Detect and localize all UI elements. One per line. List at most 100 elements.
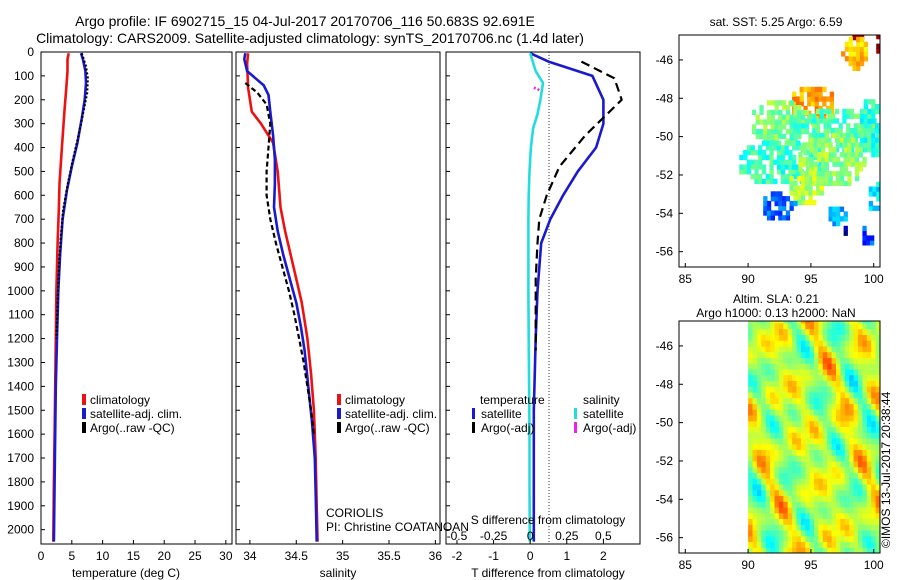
sla-cell [853,363,859,370]
sst-cell [739,154,744,161]
sst-cell [773,159,778,165]
sla-cell [858,518,863,525]
sst-cell [846,132,851,139]
sla-cell [831,438,837,445]
sla-cell [770,432,775,439]
sla-cell [787,386,793,393]
sla-cell [796,380,802,387]
legend-temp-satellite-swatch [472,408,475,419]
sst-cell [857,132,862,139]
sla-cell [792,403,797,410]
sst-cell [743,154,748,161]
sla-cell [809,489,815,496]
sla-cell [853,345,859,353]
top-tick-label: 0 [527,529,534,543]
sla-cell [831,507,837,514]
sla-cell [783,478,789,485]
sst-cell [777,140,782,146]
sla-cell [796,403,802,410]
sst-cell [819,113,824,119]
sla-cell [787,328,793,335]
sla-cell [822,386,828,393]
sst-cell [778,196,783,202]
sla-cell [827,334,833,341]
sst-cell [832,147,837,153]
sla-cell [822,524,828,531]
x-tick-label: 35 [336,549,350,563]
series-line-1 [52,52,88,542]
sla-cell [748,374,753,381]
sla-cell [818,363,824,370]
sla-cell [774,507,780,514]
sla-cell [748,409,753,416]
sla-cell [800,489,806,496]
sla-cell [770,391,775,399]
sla-cell [840,541,846,548]
sst-cell [804,180,809,186]
sst-cell [751,124,757,130]
sla-cell [858,541,863,548]
sla-cell [866,426,872,433]
sla-cell [752,403,758,410]
sst-cell [778,191,783,197]
sla-cell [866,489,872,496]
sla-cell [822,530,828,537]
sst-cell [824,180,829,186]
sst-cell [821,175,826,182]
sla-cell [840,466,846,473]
sla-cell [761,489,767,496]
sla-cell [875,363,880,370]
depth-tick-label: 400 [14,141,34,155]
sla-cell [871,322,877,330]
sla-cell [752,524,758,531]
sla-cell [796,391,802,399]
sla-cell [858,368,863,376]
top-tick-label: 0.5 [595,529,612,543]
sla-cell [796,322,802,330]
sla-cell [748,357,753,364]
sla-cell [822,438,828,445]
sst-cell [739,169,744,175]
sla-cell [796,547,802,553]
series-line-0 [245,53,319,542]
sst-cell [761,178,767,185]
sst-cell [859,123,865,129]
sla-cell [836,455,841,462]
sst-cell [778,133,783,139]
sla-cell [849,391,855,399]
legend-climatology-swatch [337,394,341,405]
sla-cell [748,328,753,335]
sla-cell [809,518,815,525]
sla-cell [880,334,885,340]
sla-cell [866,321,872,324]
sst-cell [848,56,853,62]
sla-cell [858,512,863,519]
sla-cell [796,415,802,422]
sla-cell [778,530,784,537]
sla-cell [787,530,793,537]
sla-cell [748,334,753,341]
sla-cell [822,478,828,485]
sst-cell [853,113,858,119]
sla-cell [756,345,762,353]
sst-cell [780,150,786,156]
sla-cell [827,374,833,381]
sst-cell [815,147,821,153]
sla-cell [765,340,771,347]
sst-cell [754,150,759,156]
sla-cell [809,368,815,376]
sla-cell [809,438,815,445]
sla-cell [765,345,771,353]
depth-tick-label: 2000 [7,523,34,537]
legend-argo-swatch [82,422,86,433]
sla-cell [792,438,797,445]
sla-cell [756,443,762,450]
x-tick-label: 25 [188,549,202,563]
sla-cell [778,380,784,387]
sla-cell [858,484,863,491]
sla-cell [805,455,811,462]
sla-cell [827,443,833,450]
sla-cell [761,368,767,376]
sst-cell [774,133,779,139]
sst-cell [751,109,757,116]
